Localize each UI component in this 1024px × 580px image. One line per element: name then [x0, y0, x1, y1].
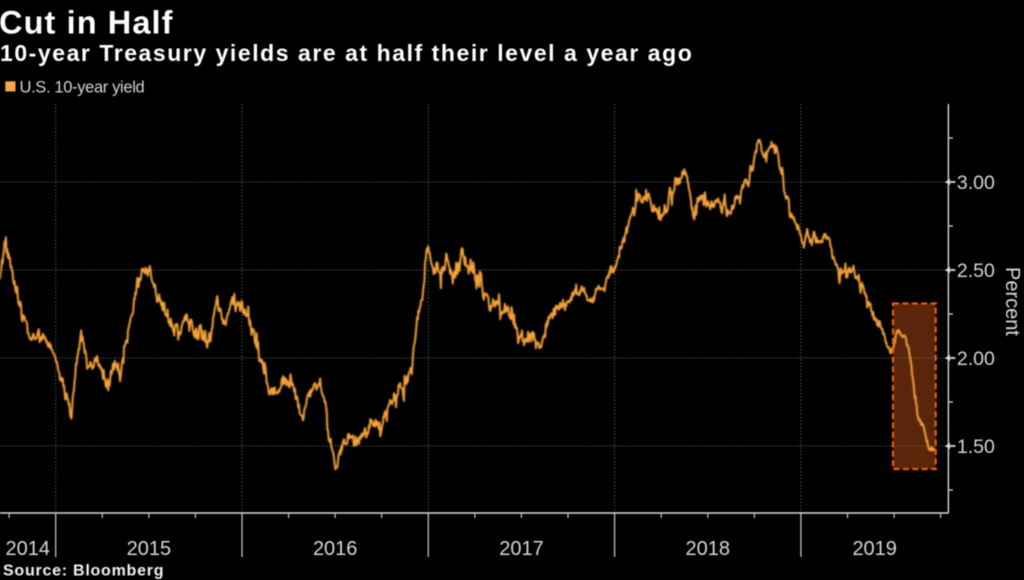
- svg-text:2015: 2015: [127, 538, 172, 560]
- svg-text:2014: 2014: [6, 538, 51, 560]
- svg-text:Percent: Percent: [1001, 267, 1023, 336]
- svg-text:Cut in Half: Cut in Half: [0, 5, 174, 41]
- svg-text:2018: 2018: [686, 538, 731, 560]
- svg-text:2.00: 2.00: [957, 348, 995, 370]
- svg-text:2017: 2017: [499, 538, 544, 560]
- svg-text:3.00: 3.00: [957, 172, 995, 194]
- svg-text:U.S. 10-year yield: U.S. 10-year yield: [20, 78, 145, 96]
- svg-text:2.50: 2.50: [957, 260, 995, 282]
- svg-text:2016: 2016: [313, 538, 358, 560]
- svg-text:1.50: 1.50: [957, 436, 995, 458]
- svg-text:10-year Treasury yields are at: 10-year Treasury yields are at half thei…: [0, 40, 693, 66]
- svg-text:Source: Bloomberg: Source: Bloomberg: [3, 563, 164, 580]
- svg-text:2019: 2019: [852, 538, 897, 560]
